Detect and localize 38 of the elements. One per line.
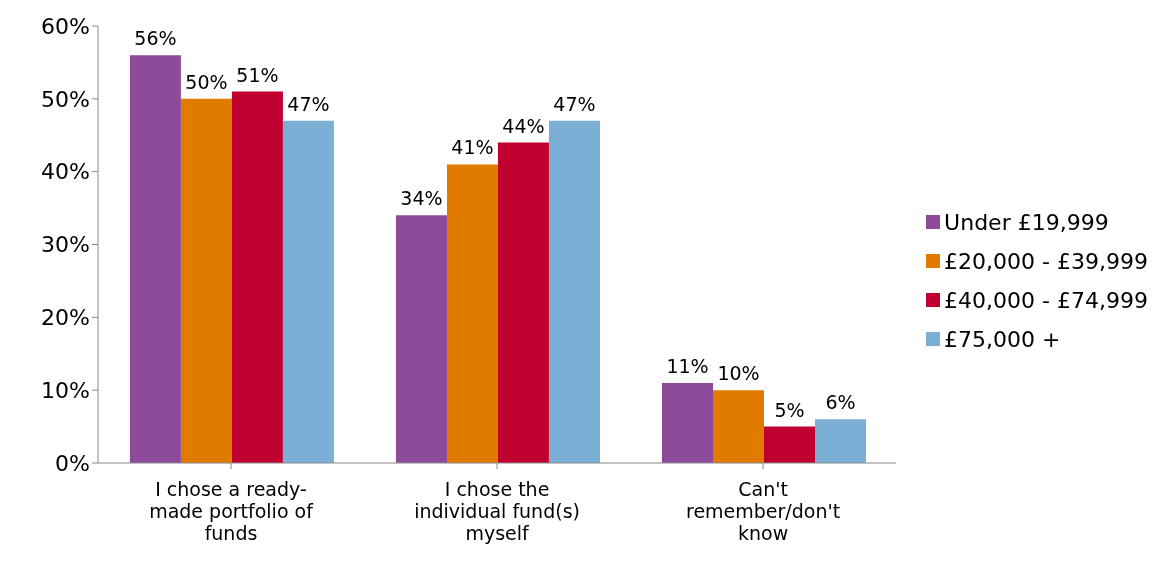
x-tick-label: I chose a ready-made portfolio of funds (149, 478, 315, 544)
legend-label: £20,000 - £39,999 (944, 248, 1148, 274)
data-label: 50% (185, 70, 228, 93)
data-label: 41% (451, 136, 494, 159)
bar (395, 215, 447, 463)
bar (282, 120, 334, 463)
y-tick-label: 10% (41, 377, 90, 403)
data-label: 44% (502, 114, 545, 137)
bar (231, 91, 283, 463)
y-tick-label: 60% (41, 13, 90, 39)
bar (662, 382, 713, 463)
legend-label: £40,000 - £74,999 (944, 287, 1148, 313)
data-label: 47% (287, 92, 330, 115)
bar (815, 419, 866, 463)
data-label: 47% (553, 92, 596, 115)
x-tick-label: Can't remember/don't know (686, 478, 841, 544)
y-tick-label: 30% (41, 232, 90, 258)
legend-label: Under £19,999 (944, 209, 1109, 235)
y-tick-label: 40% (41, 159, 90, 185)
data-label: 56% (134, 27, 177, 50)
data-label: 6% (825, 391, 856, 414)
bar (548, 120, 600, 463)
bar (764, 426, 815, 463)
bar (129, 55, 181, 463)
data-label: 5% (774, 398, 805, 421)
bar (446, 164, 498, 463)
data-label: 51% (236, 63, 279, 86)
legend-label: £75,000 + (944, 326, 1061, 352)
y-tick-label: 20% (41, 305, 90, 331)
bar (713, 390, 764, 463)
y-tick-label: 50% (41, 86, 90, 112)
bar (180, 98, 232, 463)
bar (497, 142, 549, 463)
x-tick-label: I chose the individual fund(s) myself (414, 478, 580, 544)
y-tick-label: 0% (55, 450, 90, 476)
data-label: 34% (400, 187, 443, 210)
data-label: 11% (666, 354, 709, 377)
data-label: 10% (717, 362, 760, 385)
